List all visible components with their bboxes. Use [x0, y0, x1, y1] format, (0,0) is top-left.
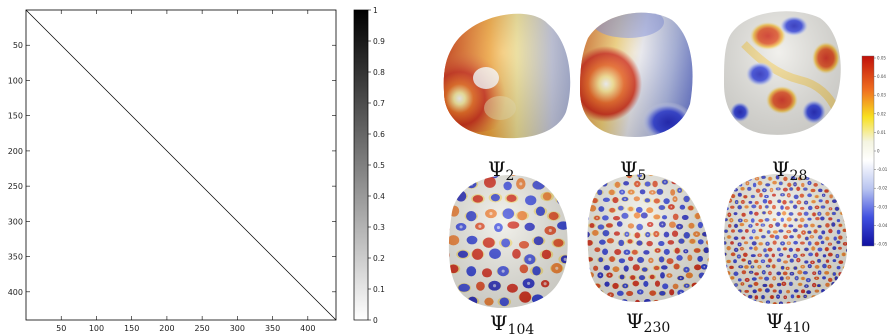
label-psi-230: Ψ230: [626, 309, 670, 336]
y-tick-label: 250: [8, 182, 23, 191]
label-psi-2: Ψ2: [488, 157, 514, 184]
colorbar-tick-label: 0.2: [373, 254, 385, 263]
colorbar2-tick-label: 0.01: [877, 130, 886, 135]
y-axis-ticks: 50 100 150 200 250 300 350 400: [8, 41, 336, 297]
label-psi-410: Ψ410: [766, 309, 810, 336]
colorbar2-tick-label: -0.04: [877, 223, 888, 228]
colorbar2-tick-label: 0.02: [877, 111, 886, 116]
eigenfunction-colorbar-bar: [861, 55, 875, 247]
y-tick-label: 200: [8, 147, 23, 156]
colorbar2-tick-label: -0.05: [877, 242, 888, 247]
y-tick-label: 300: [8, 217, 23, 226]
x-tick-label: 300: [230, 324, 245, 333]
matrix-plot: 50 100 150 200 250 300 350 400 50 100 150 200 250 30…: [8, 9, 337, 333]
x-axis-ticks: 50 100 150 200 250 300 350 400: [56, 10, 315, 333]
colorbar2-tick-label: 0.03: [877, 93, 886, 98]
colorbar-tick-label: 0.6: [373, 130, 385, 139]
y-tick-label: 400: [8, 288, 23, 297]
label-psi-104: Ψ104: [490, 311, 534, 336]
x-tick-label: 150: [124, 324, 139, 333]
x-tick-label: 100: [89, 324, 104, 333]
surface-psi-28: [724, 11, 841, 135]
grayscale-colorbar-ticks: 0 0.1 0.2 0.3 0.4 0.5 0.6 0.7 0.8 0.9 1: [368, 6, 385, 325]
colorbar2-tick-label: -0.01: [877, 167, 888, 172]
colorbar2-tick-label: 0.05: [877, 56, 886, 61]
surface-psi-104: [448, 175, 568, 308]
colorbar-tick-label: 0.3: [373, 223, 385, 232]
colorbar-tick-label: 0: [373, 316, 378, 325]
y-tick-label: 150: [8, 112, 23, 121]
colorbar2-tick-label: 0.04: [877, 74, 886, 79]
surface-psi-5: [580, 12, 693, 137]
surface-psi-410: [724, 173, 848, 304]
colorbar-tick-label: 0.9: [373, 37, 385, 46]
x-tick-label: 400: [300, 324, 315, 333]
x-tick-label: 250: [194, 324, 209, 333]
colorbar2-tick-label: -0.02: [877, 186, 888, 191]
colorbar-tick-label: 0.4: [373, 192, 385, 201]
label-psi-5: Ψ5: [620, 157, 646, 184]
colorbar-tick-label: 0.5: [373, 161, 385, 170]
x-tick-label: 50: [56, 324, 66, 333]
x-tick-label: 200: [159, 324, 174, 333]
eigenfunction-colorbar-ticks: 0.05 0.04 0.03 0.02 0.01 0 -0.01 -0.02 -0.03 -0.0…: [874, 56, 888, 247]
colorbar-tick-label: 0.1: [373, 285, 385, 294]
colorbar-tick-label: 0.7: [373, 99, 385, 108]
diagonal-line: [25, 9, 337, 321]
eigenfunction-colorbar: 0.05 0.04 0.03 0.02 0.01 0 -0.01 -0.02 -0.03 -0.0…: [861, 55, 888, 247]
y-tick-label: 100: [8, 76, 23, 85]
y-tick-label: 350: [8, 253, 23, 262]
surface-psi-230: [587, 174, 709, 302]
x-tick-label: 350: [265, 324, 280, 333]
colorbar2-tick-label: 0: [877, 149, 880, 154]
label-psi-28: Ψ28: [772, 157, 807, 184]
surface-psi-2: [443, 13, 571, 139]
y-tick-label: 50: [13, 41, 23, 50]
colorbar-tick-label: 0.8: [373, 68, 385, 77]
colorbar2-tick-label: -0.03: [877, 204, 888, 209]
grayscale-colorbar: 0 0.1 0.2 0.3 0.4 0.5 0.6 0.7 0.8 0.9 1: [353, 6, 385, 325]
grayscale-colorbar-bar: [353, 9, 369, 321]
colorbar-tick-label: 1: [373, 6, 378, 15]
